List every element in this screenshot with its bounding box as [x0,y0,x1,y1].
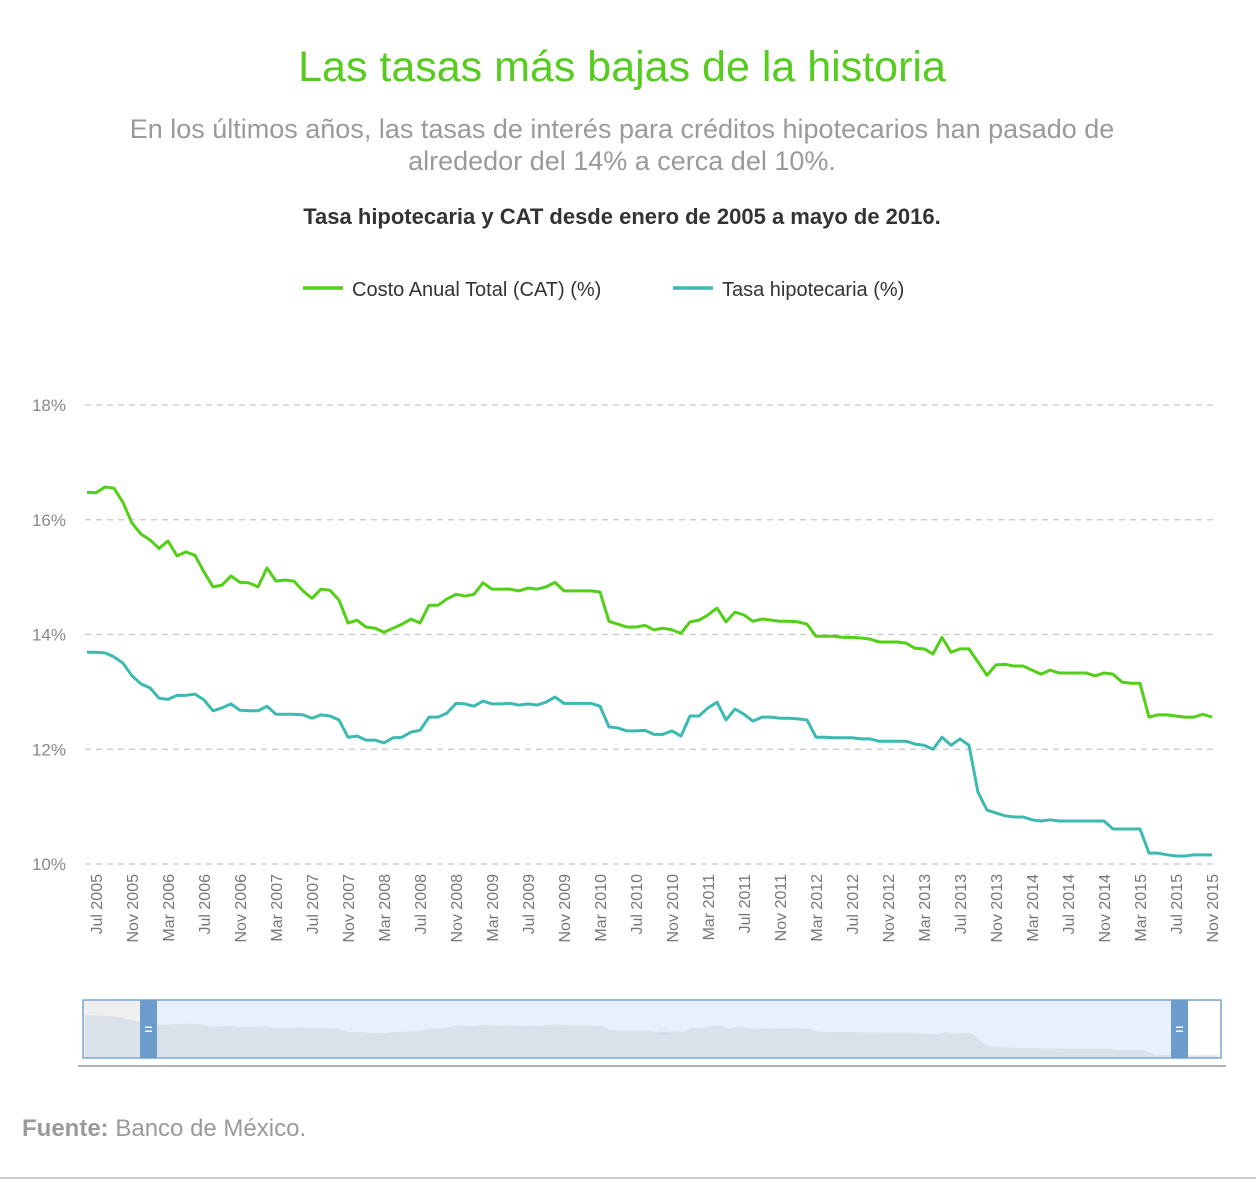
x-tick-label: Mar 2015 [1133,874,1150,942]
x-tick-label: Nov 2006 [233,874,250,943]
y-tick-label: 14% [32,626,66,645]
legend-label: Costo Anual Total (CAT) (%) [352,279,601,301]
subtitle: En los últimos años, las tasas de interé… [130,114,1115,144]
x-tick-label: Jul 2009 [521,874,538,935]
source: Fuente: Banco de México. [22,1115,306,1142]
x-tick-label: Mar 2009 [485,874,502,942]
x-tick-label: Jul 2013 [953,874,970,935]
series-line [86,485,1213,719]
x-tick-label: Mar 2014 [1025,874,1042,942]
series-line [87,650,1212,858]
navigator-handles: = = ::: [78,1000,1226,1067]
y-tick-label: 10% [32,855,66,874]
handle-grip: = [144,1021,152,1037]
navigator-handle[interactable] [140,1000,157,1058]
x-tick-label: Nov 2012 [881,874,898,943]
x-tick-label: Mar 2010 [593,874,610,942]
x-tick-label: Nov 2009 [557,874,574,943]
x-tick-label: Mar 2008 [377,874,394,942]
x-tick-label: Jul 2015 [1169,874,1186,935]
navigator-series [85,1015,1218,1057]
x-tick-label: Nov 2014 [1097,874,1114,943]
source-text: Banco de México. [115,1115,306,1142]
x-tick-label: Nov 2013 [989,874,1006,943]
x-tick-label: Jul 2008 [413,874,430,935]
x-tick-label: Jul 2006 [197,874,214,935]
x-tick-label: Jul 2014 [1061,874,1078,935]
y-tick-label: 12% [32,740,66,759]
x-tick-label: Mar 2006 [161,874,178,942]
subtitle: alrededor del 14% a cerca del 10%. [408,146,836,176]
navigator-handle[interactable] [1171,1000,1188,1058]
navigator-mask [1186,1001,1220,1057]
y-tick-label: 18% [32,396,66,415]
x-tick-label: Nov 2010 [665,874,682,943]
legend-label: Tasa hipotecaria (%) [722,279,904,301]
handle-grip: = [1175,1021,1183,1037]
x-tick-label: Nov 2008 [449,874,466,943]
chart-title: Tasa hipotecaria y CAT desde enero de 20… [303,204,940,229]
x-tick-label: Nov 2015 [1205,874,1222,943]
x-tick-label: Jul 2007 [305,874,322,935]
x-tick-label: Jul 2005 [89,874,106,935]
x-tick-label: Jul 2011 [737,874,754,933]
y-tick-label: 16% [32,511,66,530]
page-title: Las tasas más bajas de la historia [298,43,946,91]
x-tick-label: Nov 2011 [773,874,790,941]
x-tick-label: Nov 2005 [125,874,142,943]
x-tick-label: Mar 2007 [269,874,286,942]
x-tick-label: Nov 2007 [341,874,358,943]
x-tick-label: Jul 2012 [845,874,862,935]
source-label: Fuente: [22,1115,109,1142]
scroll-grip: ::: [659,1024,669,1038]
x-tick-label: Mar 2012 [809,874,826,942]
x-tick-label: Jul 2010 [629,874,646,935]
x-tick-label: Mar 2011 [701,874,718,941]
x-tick-label: Mar 2013 [917,874,934,942]
